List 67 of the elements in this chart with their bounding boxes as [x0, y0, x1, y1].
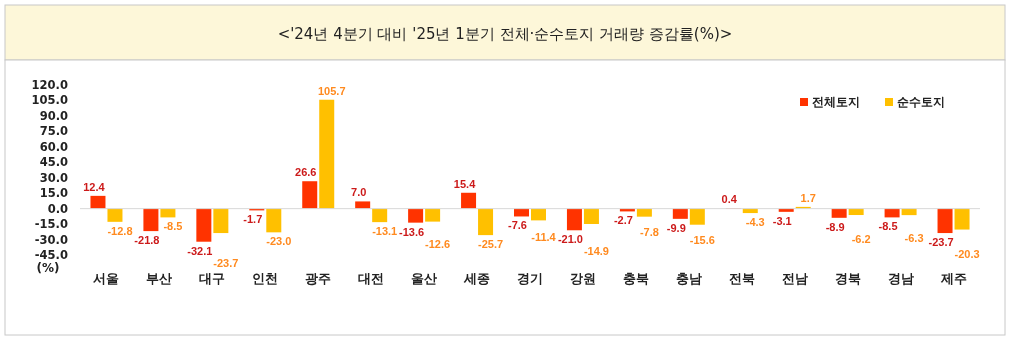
data-label: -15.6	[689, 233, 715, 246]
x-tick-label: 제주	[939, 271, 967, 286]
data-label: -8.5	[878, 220, 898, 233]
data-label: -13.1	[372, 225, 398, 238]
data-label: -6.2	[851, 232, 871, 245]
data-label: -4.3	[745, 216, 765, 229]
data-label: -7.8	[639, 226, 659, 239]
y-tick-label: -30.0	[34, 232, 68, 247]
x-tick-label: 경기	[517, 271, 543, 286]
data-label: -23.7	[928, 236, 954, 249]
data-label: 15.4	[453, 177, 476, 190]
x-tick-label: 세종	[463, 271, 491, 286]
x-tick-label: 울산	[411, 271, 438, 286]
data-label: -23.7	[213, 256, 239, 269]
y-tick-label: 60.0	[39, 139, 68, 154]
x-tick-label: 부산	[146, 271, 173, 286]
data-label: -8.9	[825, 220, 845, 233]
x-tick-label: 대구	[199, 271, 226, 286]
y-tick-label: 0.0	[47, 201, 68, 216]
x-tick-label: 충남	[675, 271, 702, 286]
data-label: -3.1	[772, 214, 792, 227]
x-tick-label: 경북	[834, 271, 861, 286]
data-label: -6.3	[904, 232, 924, 245]
x-tick-label: 충북	[622, 271, 649, 286]
x-tick-label: 광주	[305, 271, 332, 286]
data-label: -13.6	[399, 225, 425, 238]
data-label: -20.3	[954, 248, 980, 261]
data-label: 0.4	[721, 193, 737, 206]
y-tick-label: -15.0	[34, 217, 68, 232]
chart-title: <'24년 4분기 대비 '25년 1분기 전체·순수토지 거래량 증감률(%)>	[277, 25, 733, 43]
data-label: -2.7	[613, 214, 633, 227]
y-tick-label: 105.0	[31, 93, 68, 108]
x-tick-label: 전북	[728, 271, 755, 286]
data-label: -12.6	[425, 237, 451, 250]
x-tick-label: 전남	[781, 271, 808, 286]
data-label: -1.7	[243, 213, 263, 226]
data-label: -21.8	[134, 234, 160, 247]
data-label: -9.9	[666, 221, 686, 234]
data-label: -7.6	[508, 219, 527, 232]
x-tick-label: 서울	[93, 271, 120, 286]
data-label: -8.5	[163, 220, 183, 233]
x-tick-label: 경남	[887, 271, 914, 286]
x-tick-label: 대전	[358, 271, 385, 286]
data-label: -21.0	[557, 233, 583, 246]
data-label: 1.7	[800, 191, 816, 204]
data-label: -14.9	[583, 245, 609, 258]
data-label: -32.1	[187, 244, 213, 257]
legend-label: 순수토지	[897, 95, 945, 109]
y-tick-label: 90.0	[39, 108, 68, 123]
data-label: -25.7	[478, 238, 504, 251]
y-axis-title: (%)	[36, 261, 60, 275]
data-label: -23.0	[266, 235, 292, 248]
data-label: 26.6	[295, 166, 317, 179]
y-tick-label: 30.0	[39, 170, 68, 185]
data-label: -11.4	[531, 231, 556, 244]
y-tick-label: 120.0	[31, 78, 68, 92]
y-tick-label: 75.0	[39, 124, 68, 139]
y-tick-label: -45.0	[34, 248, 68, 262]
legend-label: 전체토지	[812, 95, 860, 109]
data-label: 105.7	[317, 84, 346, 97]
y-tick-label: 45.0	[39, 155, 68, 170]
x-tick-label: 강원	[569, 271, 596, 286]
x-tick-label: 인천	[252, 271, 279, 286]
data-label: 7.0	[351, 186, 367, 199]
data-label: -12.8	[107, 224, 133, 237]
data-label: 12.4	[83, 180, 105, 193]
y-tick-label: 15.0	[39, 186, 68, 201]
